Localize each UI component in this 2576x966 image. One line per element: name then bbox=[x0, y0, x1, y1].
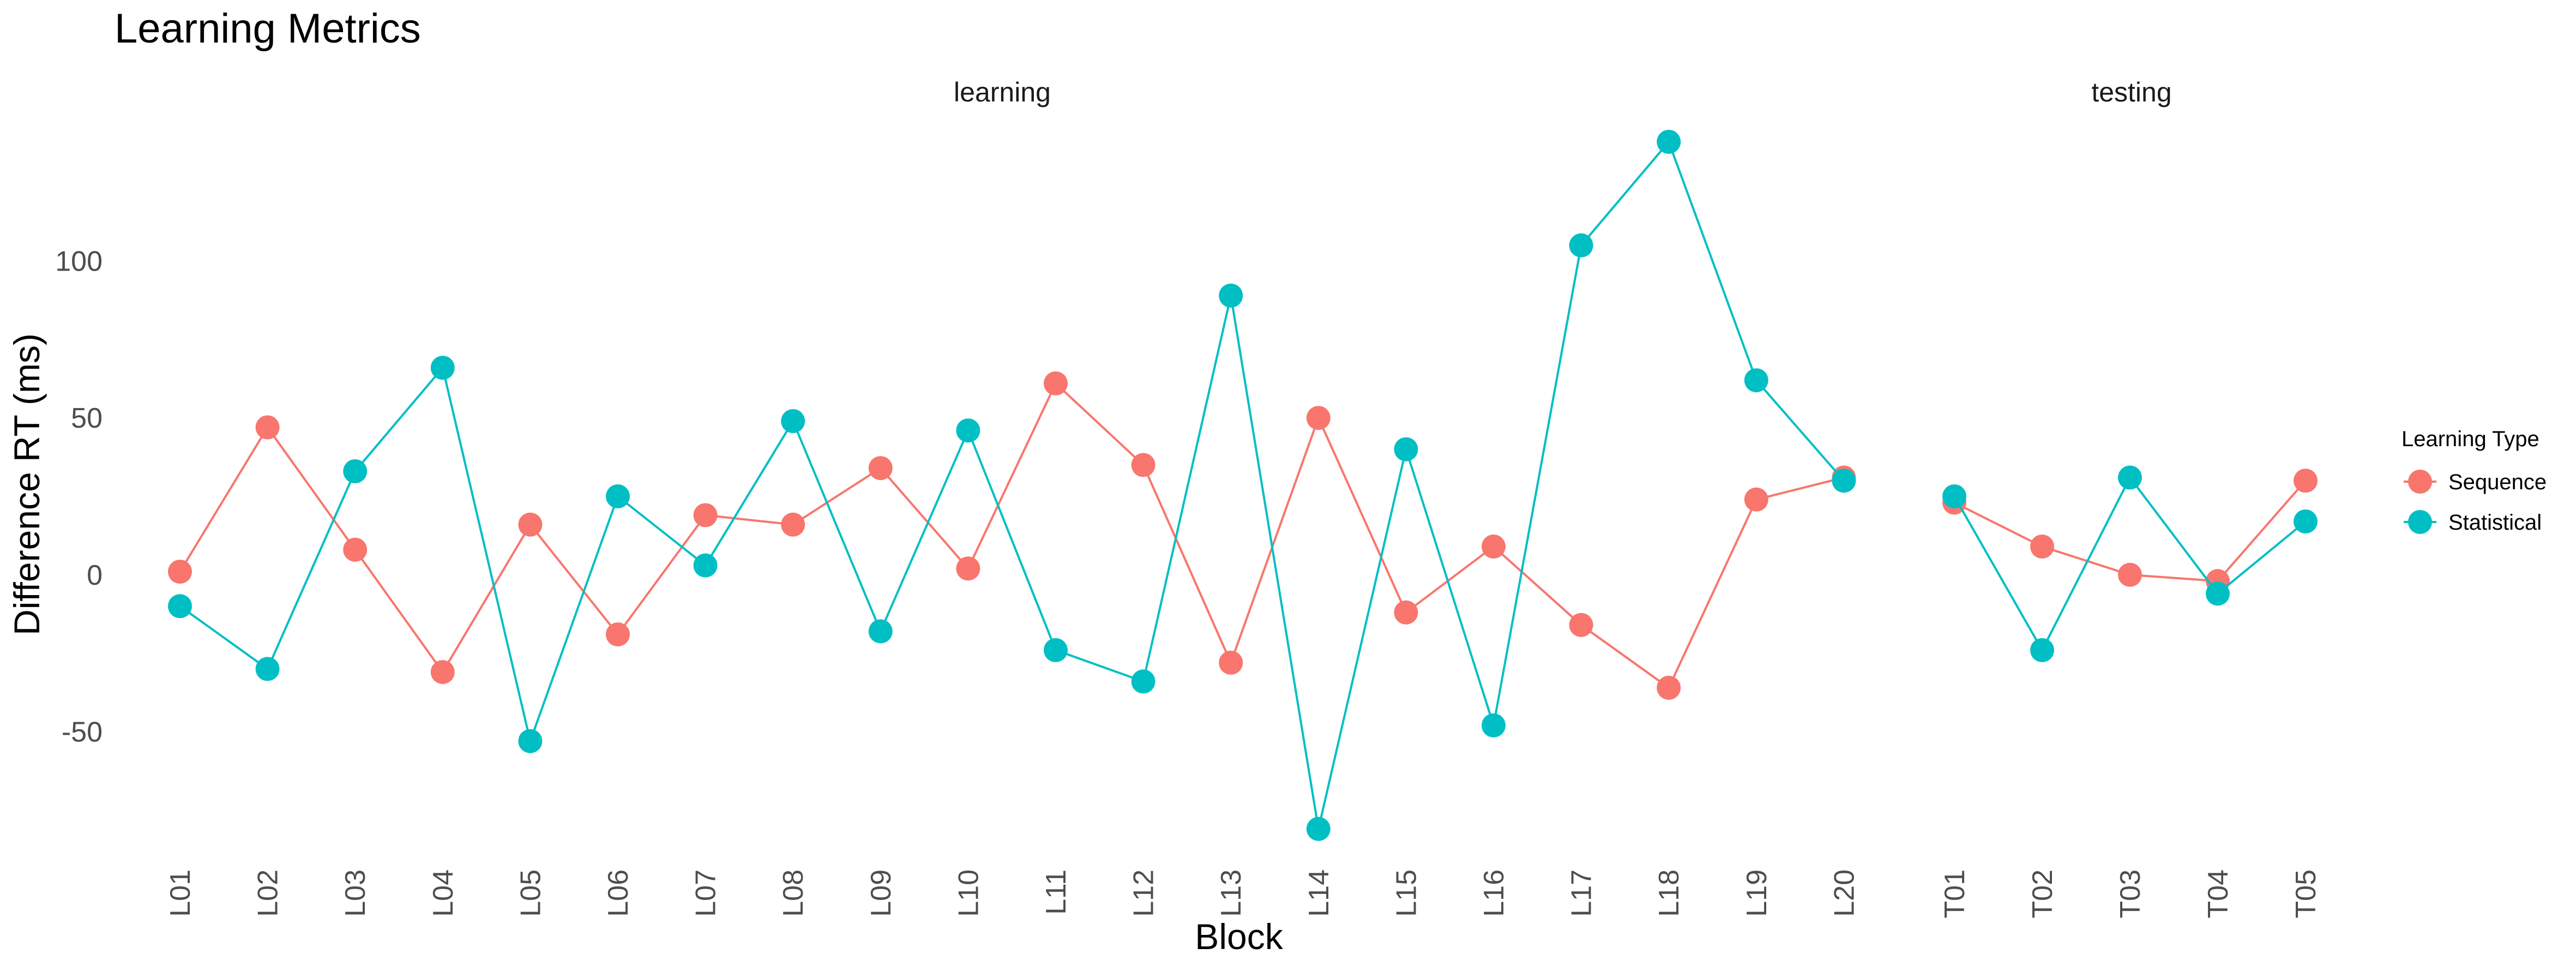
point-statistical-L05 bbox=[518, 729, 543, 753]
point-statistical-L08 bbox=[781, 409, 805, 433]
point-statistical-L07 bbox=[693, 553, 718, 578]
point-statistical-L04 bbox=[430, 356, 455, 380]
legend-title: Learning Type bbox=[2402, 427, 2539, 451]
x-tick-label-L02: L02 bbox=[252, 869, 284, 917]
point-statistical-L13 bbox=[1219, 283, 1243, 308]
point-sequence-L15 bbox=[1394, 600, 1418, 625]
chart-title: Learning Metrics bbox=[115, 5, 421, 52]
x-tick-label-L01: L01 bbox=[165, 869, 196, 917]
y-tick-label--50: -50 bbox=[62, 716, 103, 748]
x-tick-label-L03: L03 bbox=[340, 869, 371, 917]
x-tick-label-L11: L11 bbox=[1040, 869, 1072, 915]
point-statistical-L12 bbox=[1131, 669, 1155, 694]
x-tick-label-L13: L13 bbox=[1215, 869, 1247, 917]
point-statistical-T03 bbox=[2118, 465, 2142, 490]
legend-item-statistical: Statistical bbox=[2404, 510, 2542, 535]
x-tick-label-L06: L06 bbox=[603, 869, 634, 917]
point-sequence-L13 bbox=[1219, 650, 1243, 675]
point-sequence-L16 bbox=[1482, 535, 1506, 559]
point-sequence-L09 bbox=[868, 456, 893, 481]
legend-label-sequence: Sequence bbox=[2448, 470, 2547, 494]
point-sequence-T02 bbox=[2030, 535, 2054, 559]
point-statistical-L03 bbox=[343, 459, 368, 483]
x-tick-label-L08: L08 bbox=[778, 869, 809, 917]
point-statistical-L20 bbox=[1832, 469, 1856, 493]
point-statistical-L14 bbox=[1306, 817, 1331, 841]
x-tick-label-L17: L17 bbox=[1566, 869, 1598, 917]
point-statistical-T05 bbox=[2294, 509, 2318, 533]
point-sequence-L04 bbox=[430, 660, 455, 685]
x-tick-label-T02: T02 bbox=[2027, 869, 2059, 919]
point-statistical-T01 bbox=[1942, 484, 1966, 508]
series-line-statistical-learning bbox=[179, 140, 1845, 830]
point-statistical-L16 bbox=[1482, 713, 1506, 737]
point-statistical-L09 bbox=[868, 619, 893, 644]
point-sequence-L08 bbox=[781, 512, 805, 537]
point-statistical-L02 bbox=[255, 657, 280, 681]
point-statistical-T02 bbox=[2030, 638, 2054, 662]
y-tick-label-50: 50 bbox=[71, 403, 103, 434]
legend-key-point-sequence bbox=[2408, 470, 2432, 494]
point-statistical-L11 bbox=[1044, 638, 1068, 662]
x-axis-ticks: L01 L02 L03 L04 L05 L06 L07 L08 L09 L10 L11 L12 L13 L… bbox=[165, 869, 2322, 919]
x-tick-label-L18: L18 bbox=[1653, 869, 1685, 917]
point-statistical-L15 bbox=[1394, 437, 1418, 461]
point-sequence-L05 bbox=[518, 512, 543, 537]
point-statistical-T04 bbox=[2206, 581, 2230, 606]
x-axis-title: Block bbox=[1195, 916, 1283, 957]
point-sequence-L03 bbox=[343, 537, 368, 562]
facet-strip-testing: testing bbox=[2091, 77, 2171, 107]
point-statistical-L17 bbox=[1569, 233, 1593, 257]
point-sequence-L06 bbox=[606, 622, 630, 647]
x-tick-label-T05: T05 bbox=[2290, 869, 2322, 919]
x-tick-label-L04: L04 bbox=[428, 869, 459, 917]
point-sequence-T03 bbox=[2118, 562, 2142, 587]
x-tick-label-L05: L05 bbox=[515, 869, 546, 917]
point-statistical-L19 bbox=[1744, 368, 1768, 393]
point-sequence-L11 bbox=[1044, 371, 1068, 395]
point-sequence-T05 bbox=[2294, 469, 2318, 493]
x-tick-label-L20: L20 bbox=[1828, 869, 1860, 917]
x-tick-label-L07: L07 bbox=[690, 869, 722, 917]
legend-item-sequence: Sequence bbox=[2404, 470, 2547, 494]
x-tick-label-L14: L14 bbox=[1303, 869, 1335, 917]
y-axis-title: Difference RT (ms) bbox=[7, 333, 47, 635]
x-tick-label-L16: L16 bbox=[1478, 869, 1510, 917]
point-sequence-L17 bbox=[1569, 613, 1593, 637]
x-tick-label-T01: T01 bbox=[1939, 869, 1971, 919]
point-statistical-L10 bbox=[956, 418, 980, 443]
x-tick-label-L09: L09 bbox=[865, 869, 897, 917]
facet-strip-learning: learning bbox=[954, 77, 1051, 107]
legend: Learning Type Sequence Statistical bbox=[2402, 427, 2547, 535]
x-tick-label-L12: L12 bbox=[1128, 869, 1160, 917]
legend-key-point-statistical bbox=[2408, 510, 2432, 534]
point-sequence-L02 bbox=[255, 415, 280, 440]
point-statistical-L18 bbox=[1657, 130, 1681, 154]
point-sequence-L01 bbox=[168, 560, 192, 584]
x-tick-label-T04: T04 bbox=[2202, 869, 2234, 919]
legend-label-statistical: Statistical bbox=[2448, 511, 2542, 535]
x-tick-label-L15: L15 bbox=[1391, 869, 1422, 917]
point-sequence-L10 bbox=[956, 556, 980, 581]
point-sequence-L12 bbox=[1131, 453, 1155, 477]
point-statistical-L01 bbox=[168, 594, 192, 619]
y-tick-label-0: 0 bbox=[87, 560, 103, 591]
x-tick-label-L19: L19 bbox=[1741, 869, 1773, 917]
point-statistical-L06 bbox=[606, 484, 630, 508]
y-tick-label-100: 100 bbox=[55, 246, 103, 278]
x-tick-label-T03: T03 bbox=[2115, 869, 2146, 919]
x-tick-label-L10: L10 bbox=[953, 869, 984, 917]
series-layer bbox=[168, 130, 2318, 841]
point-sequence-L19 bbox=[1744, 487, 1768, 512]
series-line-sequence-learning bbox=[179, 381, 1844, 689]
point-sequence-L14 bbox=[1306, 406, 1331, 430]
point-sequence-L07 bbox=[693, 503, 718, 527]
point-sequence-L18 bbox=[1657, 675, 1681, 700]
y-axis-ticks: -50 0 50 100 bbox=[55, 246, 103, 748]
